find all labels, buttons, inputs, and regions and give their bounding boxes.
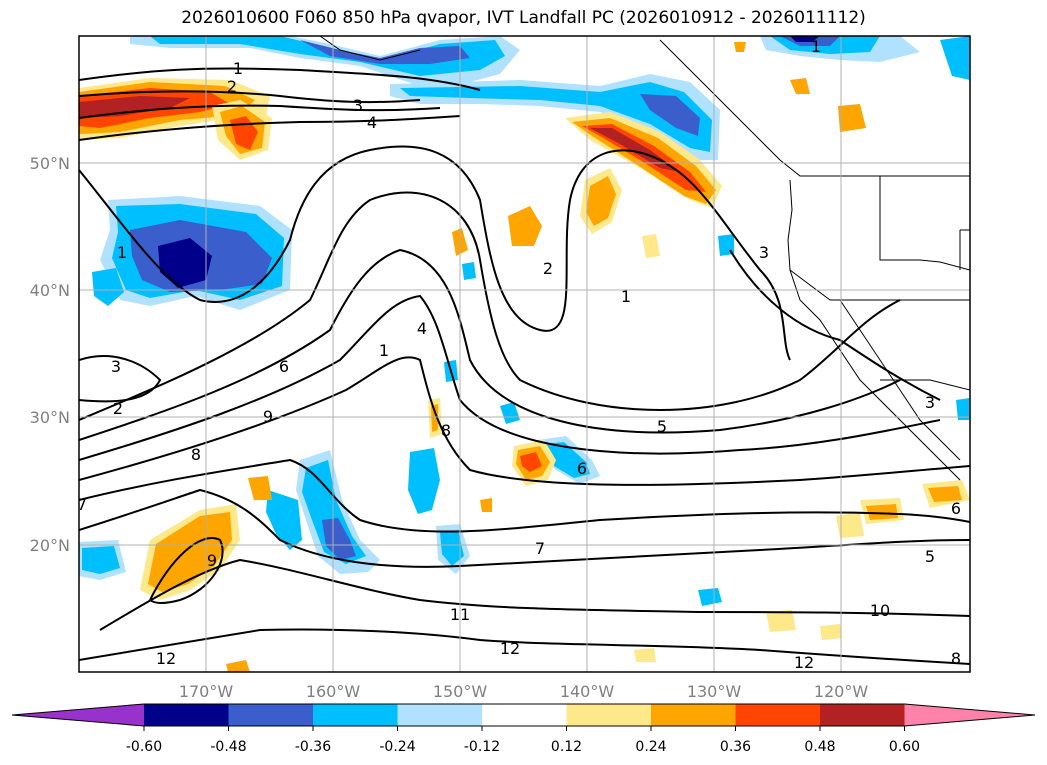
contour-label: 1 bbox=[379, 341, 389, 360]
colorbar-bin bbox=[566, 704, 651, 726]
contour-label: 6 bbox=[279, 357, 289, 376]
contour-label: 7 bbox=[535, 539, 545, 558]
lat-label-30: 30°N bbox=[30, 408, 70, 427]
colorbar-ticks bbox=[143, 726, 905, 731]
contour-label: 3 bbox=[925, 393, 935, 412]
contour-label: 8 bbox=[441, 421, 451, 440]
colorbar-bin bbox=[397, 704, 482, 726]
contour-label: 3 bbox=[759, 243, 769, 262]
contour-label: 6 bbox=[951, 499, 961, 518]
contour-label: 1 bbox=[621, 287, 631, 306]
colorbar-bin bbox=[228, 704, 313, 726]
colorbar-tick-label: -0.60 bbox=[126, 739, 162, 755]
contour-label: 9 bbox=[207, 551, 217, 570]
graticule bbox=[79, 36, 970, 672]
contour-label: 12 bbox=[500, 639, 520, 658]
colorbar-tick-label: -0.36 bbox=[295, 739, 331, 755]
contour-label: 4 bbox=[417, 319, 427, 338]
colorbar-bin bbox=[313, 704, 398, 726]
lat-label-20: 20°N bbox=[30, 536, 70, 555]
colorbar-bin bbox=[482, 704, 567, 726]
lon-label-120w: 120°W bbox=[814, 682, 869, 701]
colorbar-extend-max bbox=[904, 704, 1035, 726]
colorbar-bin bbox=[144, 704, 229, 726]
colorbar-tick-label: 0.48 bbox=[804, 739, 835, 755]
colorbar-tick-label: -0.12 bbox=[464, 739, 500, 755]
map-plot-area: 1 2 3 4 1 3 2 1 3 6 9 8 7 5 8 6 7 9 11 1… bbox=[77, 36, 970, 672]
contour-label: 10 bbox=[870, 601, 890, 620]
colorbar-bin bbox=[820, 704, 905, 726]
colorbar-tick-label: 0.24 bbox=[635, 739, 666, 755]
longitude-labels: 170°W 160°W 150°W 140°W 130°W 120°W bbox=[179, 682, 869, 701]
contour-label: 2 bbox=[227, 77, 237, 96]
contour-lines bbox=[79, 67, 970, 665]
contour-label: 6 bbox=[577, 459, 587, 478]
lon-label-170w: 170°W bbox=[179, 682, 234, 701]
contour-label: 8 bbox=[191, 445, 201, 464]
lon-label-140w: 140°W bbox=[560, 682, 615, 701]
lon-label-160w: 160°W bbox=[306, 682, 361, 701]
colorbar-tick-label: 0.12 bbox=[551, 739, 582, 755]
contour-label: 1 bbox=[233, 59, 243, 78]
contour-label: 9 bbox=[263, 407, 273, 426]
colorbar-bin bbox=[735, 704, 820, 726]
colorbar-tick-label: -0.48 bbox=[210, 739, 246, 755]
map-frame bbox=[78, 35, 971, 673]
colorbar-tick-label: 0.60 bbox=[889, 739, 920, 755]
coastlines bbox=[319, 36, 970, 481]
lon-label-150w: 150°W bbox=[433, 682, 488, 701]
contour-label: 4 bbox=[367, 113, 377, 132]
latitude-labels: 50°N 40°N 30°N 20°N bbox=[30, 154, 70, 555]
colorbar-extend-min bbox=[12, 704, 144, 726]
contour-label: 1 bbox=[117, 243, 127, 262]
contour-label: 5 bbox=[925, 547, 935, 566]
contour-label: 2 bbox=[543, 259, 553, 278]
contour-label: 8 bbox=[951, 649, 961, 668]
contour-label: 11 bbox=[450, 605, 470, 624]
lat-label-50: 50°N bbox=[30, 154, 70, 173]
contour-label: 3 bbox=[353, 96, 363, 115]
contour-label: 2 bbox=[113, 399, 123, 418]
contour-label: 3 bbox=[111, 357, 121, 376]
colorbar-tick-label: -0.24 bbox=[379, 739, 415, 755]
contour-label: 12 bbox=[794, 653, 814, 672]
colorbar-bin bbox=[651, 704, 736, 726]
colorbar-tick-label: 0.36 bbox=[720, 739, 751, 755]
contour-label: 12 bbox=[156, 649, 176, 668]
lat-label-40: 40°N bbox=[30, 281, 70, 300]
contour-label: 1 bbox=[811, 37, 821, 56]
lon-label-130w: 130°W bbox=[687, 682, 742, 701]
contour-label: 5 bbox=[657, 417, 667, 436]
contour-labels: 1 2 3 4 1 3 2 1 3 6 9 8 7 5 8 6 7 9 11 1… bbox=[77, 37, 961, 672]
colorbar: -0.60 -0.48 -0.36 -0.24 -0.12 0.12 0.24 … bbox=[11, 703, 1036, 755]
map-title: 2026010600 F060 850 hPa qvapor, IVT Land… bbox=[181, 8, 866, 28]
contour-label: 7 bbox=[77, 495, 87, 514]
